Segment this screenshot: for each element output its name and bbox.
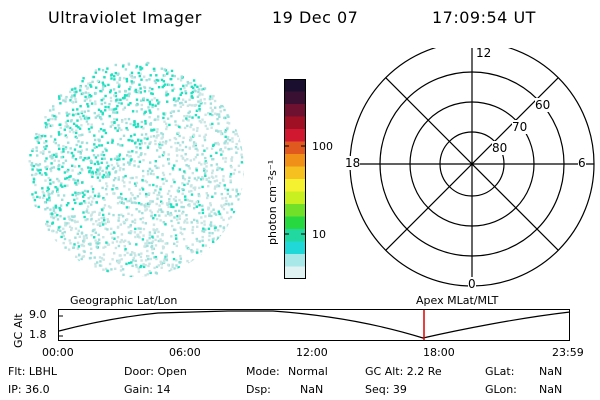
timeline-x-tick-0000: 00:00 [42,346,74,359]
mlt-label-6: 6 [578,156,586,170]
timeline-right-label: Apex MLat/MLT [416,294,499,307]
header-time: 17:09:54 UT [432,8,536,27]
info-flt: Flt: LBHL [8,365,57,378]
timeline-x-tick-2359: 23:59 [552,346,584,359]
timeline-x-tick-1200: 12:00 [296,346,328,359]
header-date: 19 Dec 07 [272,8,359,27]
colorbar [284,79,306,279]
polar-plot [349,48,595,287]
info-mode-label: Mode: [246,365,280,378]
colorbar-band [284,254,306,267]
page-title: Ultraviolet Imager [48,8,202,27]
lat-label-70: 70 [512,120,528,134]
colorbar-band [284,104,306,117]
colorbar-band [284,191,306,205]
colorbar-band [284,141,306,155]
timeline-x-tick-0600: 06:00 [169,346,201,359]
colorbar-band [284,229,306,242]
lat-label-80: 80 [492,141,508,155]
colorbar-band [284,266,306,279]
timeline-plot [58,309,571,341]
timeline-left-label: Geographic Lat/Lon [70,294,178,307]
lat-label-60: 60 [535,98,551,112]
info-glat-label: GLat: [485,365,515,378]
colorbar-band [284,216,306,230]
info-dsp-label: Dsp: [246,383,271,396]
uv-image-pixels [28,61,244,277]
mlt-label-18: 18 [345,156,361,170]
colorbar-strip [284,79,306,279]
colorbar-band [284,116,306,130]
colorbar-band [284,204,306,217]
colorbar-unit-label: photon cm⁻²s⁻¹ [266,159,279,245]
colorbar-band [284,166,306,180]
mlt-label-12: 12 [476,46,492,60]
mlt-label-0: 0 [468,277,476,291]
info-seq: Seq: 39 [365,383,407,396]
colorbar-band [284,129,306,142]
info-gain: Gain: 14 [124,383,171,396]
altitude-curve [58,310,571,339]
info-dsp-value: NaN [300,383,324,396]
uv-image [28,61,244,277]
info-glon-label: GLon: [485,383,517,396]
timeline-axis-name: GC Alt [12,313,25,348]
timeline-x-tick-1800: 18:00 [423,346,455,359]
info-glon-value: NaN [539,383,563,396]
timeline-y-tick-1-8: 1.8 [29,328,47,341]
colorbar-tick-100: 100 [312,140,333,153]
info-door: Door: Open [124,365,187,378]
info-gc-alt: GC Alt: 2.2 Re [365,365,442,378]
timeline-y-tick-9: 9.0 [29,308,47,321]
colorbar-band [284,241,306,255]
info-glat-value: NaN [539,365,563,378]
colorbar-band [284,79,306,92]
info-ip: IP: 36.0 [8,383,50,396]
info-mode-value: Normal [288,365,328,378]
colorbar-band [284,154,306,167]
colorbar-band [284,91,306,105]
colorbar-tick-10: 10 [312,228,326,241]
colorbar-band [284,179,306,192]
